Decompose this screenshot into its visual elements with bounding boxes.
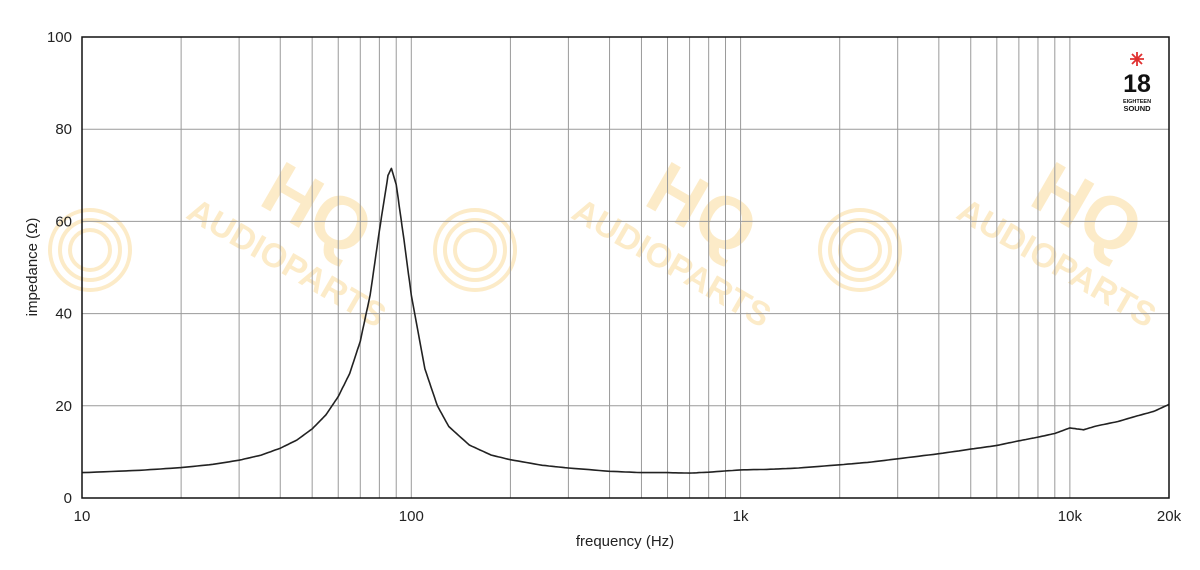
x-tick-label: 1k: [733, 508, 749, 525]
x-tick-label: 10: [74, 508, 91, 525]
logo-number: 18: [1123, 70, 1151, 98]
x-tick-label: 20k: [1157, 508, 1182, 525]
logo-line2: SOUND: [1123, 104, 1151, 113]
x-tick-label: 100: [399, 508, 424, 525]
x-axis-label: frequency (Hz): [576, 533, 674, 550]
impedance-curve-layer: [81, 167, 1170, 474]
y-axis-label: impedance (Ω): [24, 218, 41, 317]
y-tick-label: 40: [55, 306, 72, 323]
coil-icon: [818, 208, 902, 292]
coil-icon: [48, 208, 132, 292]
y-tick-label: 20: [55, 398, 72, 415]
y-tick-label: 0: [64, 490, 72, 507]
grid: [82, 37, 1169, 498]
y-tick-label: 60: [55, 213, 72, 230]
y-tick-label: 80: [55, 121, 72, 138]
coil-icon: [433, 208, 517, 292]
logo-line1: EIGHTEEN: [1123, 99, 1151, 105]
brand-logo: 18 EIGHTEEN SOUND: [1123, 52, 1151, 113]
plot-frame: [81, 36, 1170, 499]
x-tick-label: 10k: [1058, 508, 1083, 525]
y-tick-labels: 0 20 40 60 80 100: [47, 29, 72, 507]
impedance-curve: [81, 167, 1170, 474]
star-icon: [1130, 52, 1144, 66]
x-tick-labels: 10 100 1k 10k 20k: [74, 508, 1182, 525]
y-tick-label: 100: [47, 29, 72, 46]
